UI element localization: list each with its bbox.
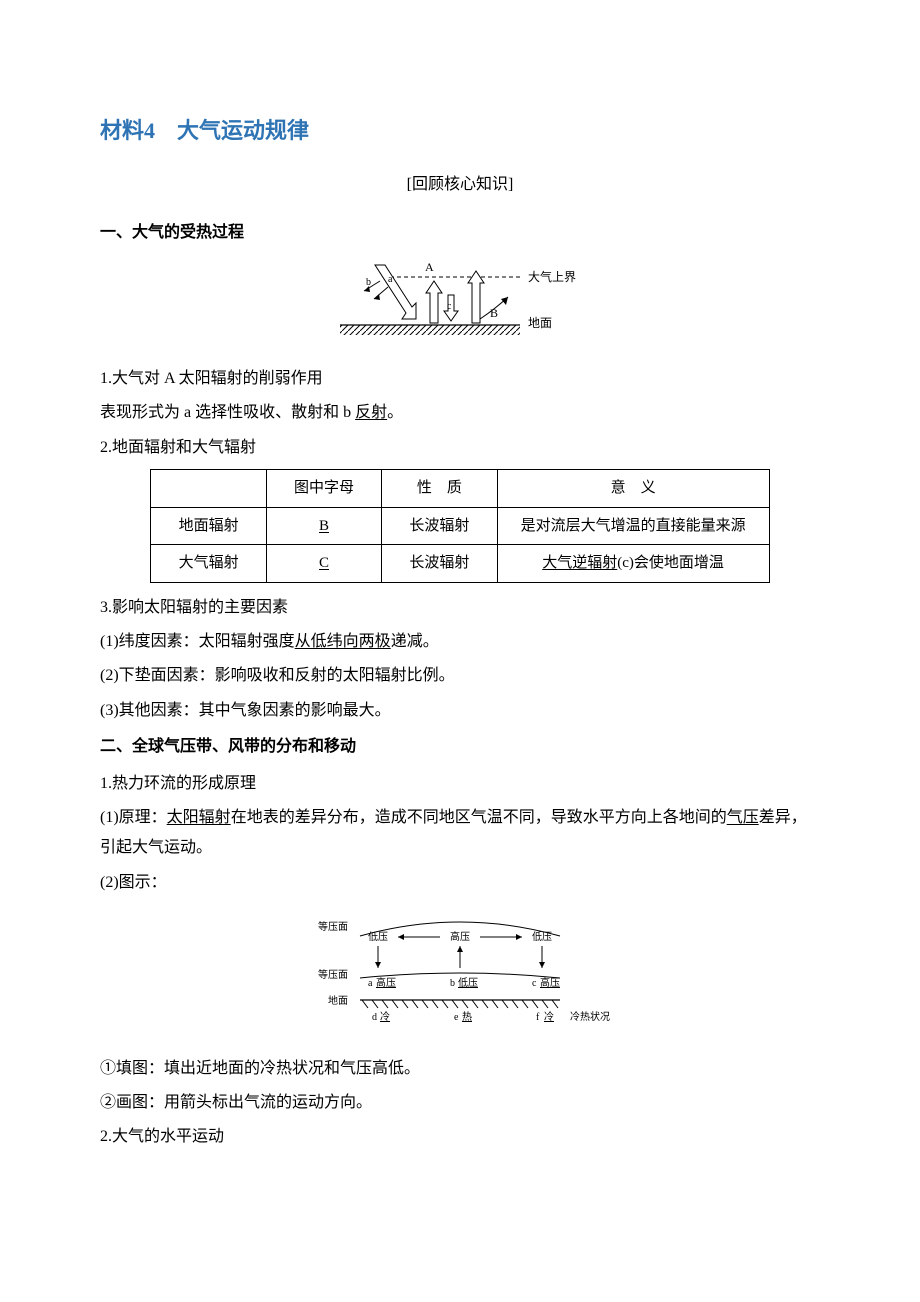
- fig1-label-B: B: [490, 306, 498, 320]
- fig2-top-3: 低压: [532, 930, 552, 943]
- fig2-mid-b-u: 低压: [458, 976, 478, 989]
- th4b: 义: [641, 480, 656, 496]
- th3a: 性: [417, 480, 432, 496]
- fig1-label-b: b: [366, 277, 371, 288]
- sec1-p3-3: (3)其他因素：其中气象因素的影响最大。: [100, 696, 820, 726]
- table-head-blank: [151, 470, 266, 508]
- table-row: 大气辐射 C 长波辐射 大气逆辐射(c)会使地面增温: [151, 545, 769, 583]
- doc-subtitle: [回顾核心知识]: [100, 170, 820, 200]
- fig2-left-1: 等压面: [318, 968, 348, 981]
- fig2-mid-c-label: c: [532, 978, 537, 989]
- sec1-p1a: 1.大气对 A 太阳辐射的削弱作用: [100, 364, 820, 394]
- fig2-bot-e-label: e: [454, 1012, 459, 1023]
- table-head-col4: 意 义: [497, 470, 769, 508]
- table-cell: 是对流层大气增温的直接能量来源: [497, 507, 769, 545]
- table-cell: C: [266, 545, 381, 583]
- table-cell: 长波辐射: [382, 507, 497, 545]
- fig2-bot-f-u: 冷: [544, 1010, 554, 1023]
- fig2-top-2: 高压: [450, 930, 470, 943]
- fig2-left-0: 等压面: [318, 920, 348, 933]
- cell-u: B: [319, 518, 329, 534]
- sec2-p1-2: (2)图示：: [100, 868, 820, 898]
- sec2-p1-1: (1)原理：太阳辐射在地表的差异分布，造成不同地区气温不同，导致水平方向上各地间…: [100, 803, 820, 864]
- fig2-bot-d-label: d: [372, 1012, 377, 1023]
- th4a: 意: [611, 480, 626, 496]
- p31-u: 从低纬向两极: [295, 633, 391, 650]
- fig1-label-c: c: [447, 301, 452, 312]
- p11-mid: 在地表的差异分布，造成不同地区气温不同，导致水平方向上各地间的: [231, 809, 727, 826]
- radiation-table: 图中字母 性 质 意 义 地面辐射 B 长波辐射 是对流层大气增温的直接能量来源…: [150, 469, 769, 583]
- cell-u: C: [319, 555, 329, 571]
- fig1-svg: A a b c B 大气上界 地面: [330, 259, 590, 339]
- fig2-right: 冷热状况: [570, 1010, 610, 1023]
- th3b: 质: [447, 480, 462, 496]
- fig2-svg: 低压 高压 低压 a 高压 b 低压 c 高压 d 冷 e 热 f 冷 等压面 …: [290, 908, 630, 1028]
- sec1-p1b-u: 反射: [355, 404, 387, 421]
- p11-pre: (1)原理：: [100, 809, 167, 826]
- sec1-p3-2: (2)下垫面因素：影响吸收和反射的太阳辐射比例。: [100, 661, 820, 691]
- fig2-bot-d-u: 冷: [380, 1010, 390, 1023]
- fig2-bot-e-u: 热: [462, 1010, 472, 1023]
- table-cell: 地面辐射: [151, 507, 266, 545]
- table-row: 地面辐射 B 长波辐射 是对流层大气增温的直接能量来源: [151, 507, 769, 545]
- sec2-p1: 1.热力环流的形成原理: [100, 769, 820, 799]
- sec1-p1b: 表现形式为 a 选择性吸收、散射和 b 反射。: [100, 398, 820, 428]
- p31-pre: (1)纬度因素：太阳辐射强度: [100, 633, 295, 650]
- section-1-heading: 一、大气的受热过程: [100, 218, 820, 248]
- sec2-p1-3: ①填图：填出近地面的冷热状况和气压高低。: [100, 1054, 820, 1084]
- fig1-label-a: a: [388, 274, 393, 285]
- sec1-p3: 3.影响太阳辐射的主要因素: [100, 593, 820, 623]
- sec1-p1b-post: 。: [387, 404, 403, 421]
- p11-u2: 气压: [727, 809, 759, 826]
- fig1-caption-top: 大气上界: [528, 269, 576, 284]
- fig2-mid-a-label: a: [368, 978, 373, 989]
- fig2-top-1: 低压: [368, 930, 388, 943]
- figure-2: 低压 高压 低压 a 高压 b 低压 c 高压 d 冷 e 热 f 冷 等压面 …: [100, 908, 820, 1039]
- table-head-col2: 图中字母: [266, 470, 381, 508]
- fig2-mid-a-u: 高压: [376, 976, 396, 989]
- cell-post: (c)会使地面增温: [617, 555, 724, 571]
- section-2-heading: 二、全球气压带、风带的分布和移动: [100, 732, 820, 762]
- table-row: 图中字母 性 质 意 义: [151, 470, 769, 508]
- fig1-label-A: A: [425, 260, 434, 274]
- fig2-bot-f-label: f: [536, 1012, 540, 1023]
- fig2-mid-c-u: 高压: [540, 976, 560, 989]
- sec2-p2: 2.大气的水平运动: [100, 1122, 820, 1152]
- p31-post: 递减。: [391, 633, 439, 650]
- sec1-p2: 2.地面辐射和大气辐射: [100, 433, 820, 463]
- table-head-col3: 性 质: [382, 470, 497, 508]
- fig2-left-2: 地面: [328, 994, 348, 1007]
- fig2-mid-b-label: b: [450, 978, 455, 989]
- figure-1: A a b c B 大气上界 地面: [100, 259, 820, 350]
- p11-u1: 太阳辐射: [167, 809, 231, 826]
- doc-title: 材料4 大气运动规律: [100, 110, 820, 152]
- sec2-p1-4: ②画图：用箭头标出气流的运动方向。: [100, 1088, 820, 1118]
- table-cell: 大气逆辐射(c)会使地面增温: [497, 545, 769, 583]
- sec1-p1b-pre: 表现形式为 a 选择性吸收、散射和 b: [100, 404, 355, 421]
- table-cell: B: [266, 507, 381, 545]
- table-cell: 大气辐射: [151, 545, 266, 583]
- table-cell: 长波辐射: [382, 545, 497, 583]
- cell-u: 大气逆辐射: [542, 555, 617, 571]
- fig1-caption-bot: 地面: [528, 316, 552, 330]
- sec1-p3-1: (1)纬度因素：太阳辐射强度从低纬向两极递减。: [100, 627, 820, 657]
